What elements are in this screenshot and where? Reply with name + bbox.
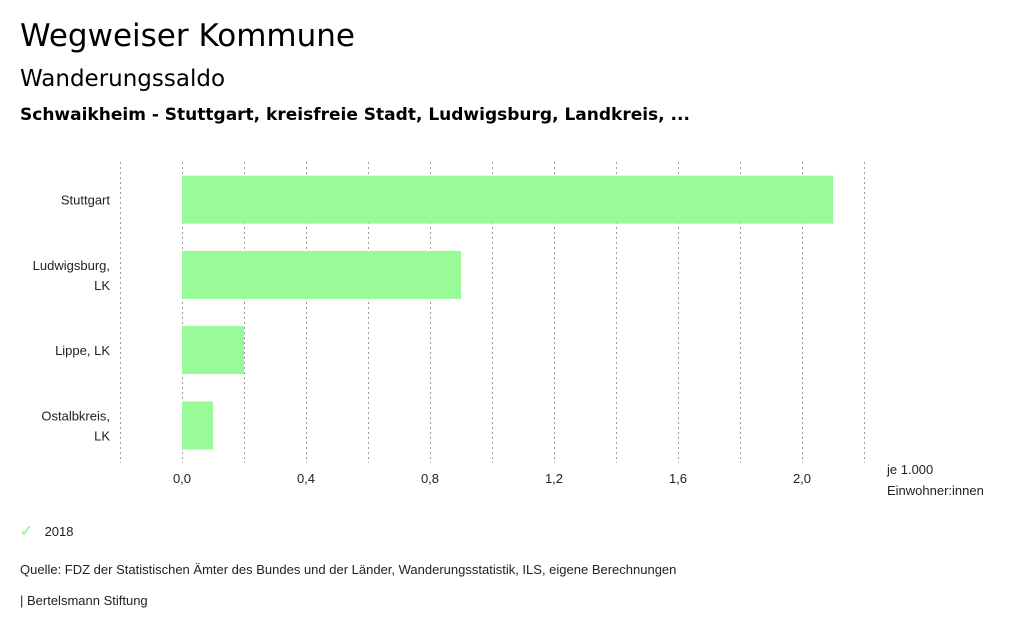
source-note: Quelle: FDZ der Statistischen Ämter des … <box>20 562 677 577</box>
category-label: Lippe, LK <box>55 343 110 358</box>
legend[interactable]: ✓ 2018 <box>20 522 74 540</box>
chart-title: Wegweiser Kommune <box>20 18 355 54</box>
bar <box>182 250 461 299</box>
unit-label-line-1: je 1.000 <box>887 462 934 477</box>
check-icon[interactable]: ✓ <box>20 523 33 540</box>
category-label: Ostalbkreis, LK <box>41 408 110 443</box>
legend-label: 2018 <box>44 523 74 539</box>
bar <box>182 326 244 375</box>
x-tick-label: 0,0 <box>173 471 191 486</box>
chart-subtitle: Wanderungssaldo <box>20 66 226 92</box>
publisher-note: | Bertelsmann Stiftung <box>20 593 148 608</box>
x-tick-label: 1,2 <box>545 471 563 486</box>
region-list: Schwaikheim - Stuttgart, kreisfreie Stad… <box>20 105 690 125</box>
x-tick-label: 0,4 <box>297 471 315 486</box>
bar <box>182 175 833 224</box>
unit-label-line-2: Einwohner:innen <box>887 483 984 498</box>
x-tick-label: 0,8 <box>421 471 439 486</box>
x-tick-label: 1,6 <box>669 471 687 486</box>
x-axis-unit-label: je 1.000 Einwohner:innen <box>887 459 984 501</box>
category-label: Ludwigsburg, LK <box>33 258 111 293</box>
bar <box>182 401 213 450</box>
category-label: Stuttgart <box>61 193 111 208</box>
x-tick-label: 2,0 <box>793 471 811 486</box>
